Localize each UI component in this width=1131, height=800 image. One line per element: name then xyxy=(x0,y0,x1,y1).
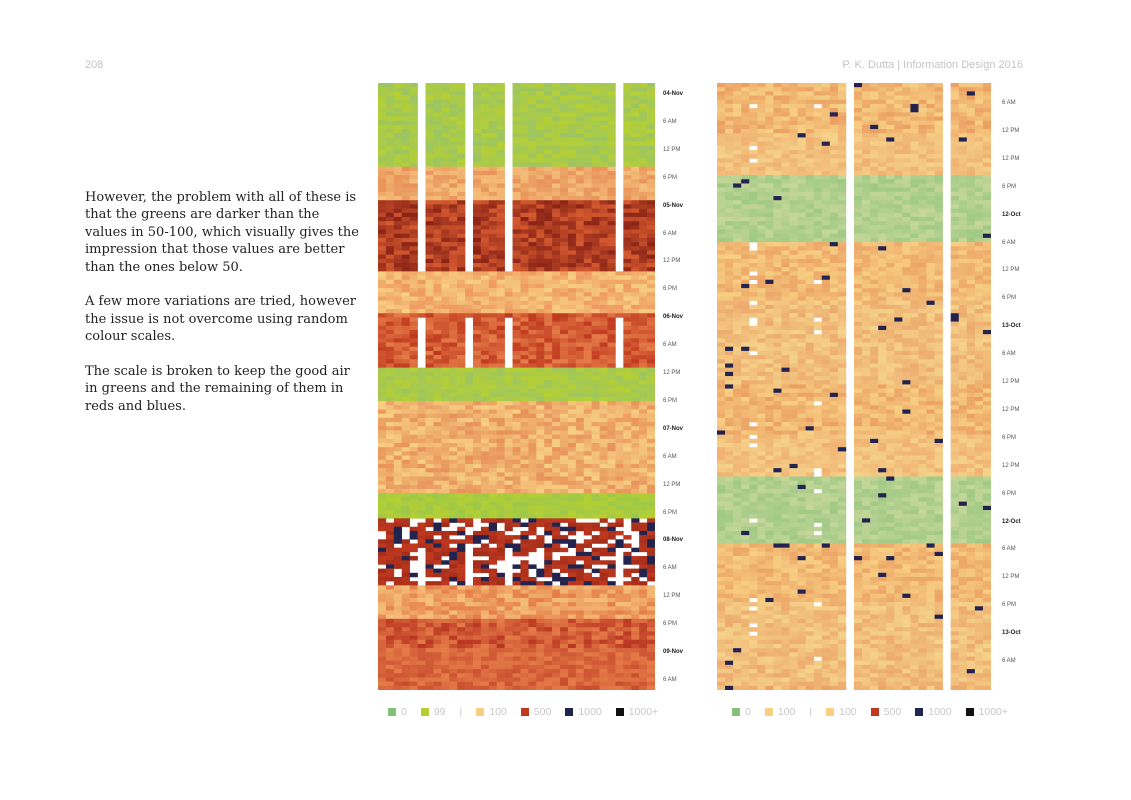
time-label: 6 PM xyxy=(663,397,678,404)
legend-swatch xyxy=(520,708,529,716)
time-label: 6 PM xyxy=(663,509,678,516)
time-label: 13-Oct xyxy=(1002,630,1021,637)
legend-item: 1000 xyxy=(565,706,602,718)
heatmap-left xyxy=(378,83,655,690)
time-label: 12 PM xyxy=(663,481,681,488)
time-label: 6 AM xyxy=(663,342,677,349)
time-axis-left: 04-Nov 6 AM 12 PM 6 PM 05-Nov 6 AM 12 PM 6 PM 06… xyxy=(663,83,713,703)
body-text: However, the problem with all of these i… xyxy=(85,189,360,433)
legend-item: 0 xyxy=(388,706,407,718)
legend-label: 0 xyxy=(745,706,751,718)
legend-swatch xyxy=(764,708,773,716)
time-label: 6 AM xyxy=(1002,658,1016,664)
time-label: 12 PM xyxy=(663,593,681,600)
time-label: 12 PM xyxy=(663,146,681,153)
time-label: 12 PM xyxy=(663,370,681,376)
legend-swatch xyxy=(965,708,974,716)
time-label: 6 PM xyxy=(1002,295,1017,302)
legend-label: 1000+ xyxy=(628,706,659,718)
legend-swatch xyxy=(826,708,835,716)
legend-label: 100 xyxy=(777,706,796,718)
legend-item: 500 xyxy=(870,706,902,718)
time-label: 6 PM xyxy=(1002,183,1017,190)
legend-label: 100 xyxy=(839,706,857,718)
legend-swatch xyxy=(388,708,396,716)
time-label: 6 PM xyxy=(663,621,678,628)
paragraph-1: However, the problem with all of these i… xyxy=(85,190,359,275)
legend-label: 0 xyxy=(401,706,407,718)
time-label: 12 PM xyxy=(1002,406,1020,413)
legend-item: 0 xyxy=(732,706,751,718)
legend-separator: | xyxy=(459,706,463,718)
legend-item: 100 xyxy=(476,706,507,718)
time-label: 6 AM xyxy=(1002,351,1016,358)
legend-item: 100 xyxy=(764,706,796,718)
time-label: 05-Nov xyxy=(663,202,684,209)
legend-swatch xyxy=(420,708,429,716)
time-label: 6 AM xyxy=(663,565,677,572)
time-label: 12-Oct xyxy=(1002,211,1021,218)
legend-item: 1000+ xyxy=(615,706,659,718)
legend-item: 1000+ xyxy=(965,706,1009,718)
time-label: 6 PM xyxy=(663,174,678,181)
legend-label: 1000+ xyxy=(978,706,1009,718)
time-label: 12-Oct xyxy=(1002,518,1021,525)
legend-swatch xyxy=(915,708,924,716)
time-label: 12 PM xyxy=(1002,267,1020,274)
legend-swatch xyxy=(565,708,574,716)
page-number: 208 xyxy=(85,59,104,71)
legend-separator: | xyxy=(809,706,813,718)
time-label: 13-Oct xyxy=(1002,323,1021,330)
time-label: 12 PM xyxy=(1002,574,1020,581)
time-label: 6 PM xyxy=(1002,490,1017,497)
time-label: 06-Nov xyxy=(663,314,684,321)
time-label: 12 PM xyxy=(1002,127,1020,134)
legend-item: 1000 xyxy=(915,706,952,718)
time-label: 12 PM xyxy=(1002,155,1020,162)
legend-right: 0 100 | 100 500 1000 1000+ xyxy=(732,705,1022,719)
legend-swatch xyxy=(615,708,624,716)
legend-label: 1000 xyxy=(928,706,952,718)
legend-item: 99 xyxy=(420,706,446,718)
time-label: 6 AM xyxy=(1002,100,1016,106)
legend-swatch xyxy=(476,708,485,716)
time-label: 08-Nov xyxy=(663,537,684,544)
legend-left: 0 99 | 100 500 1000 1000+ xyxy=(388,705,672,719)
time-label: 6 AM xyxy=(1002,546,1016,553)
legend-item: 100 xyxy=(826,706,857,718)
time-axis-right: 6 AM 12 PM 12 PM 6 PM 12-Oct 6 AM 12 PM 6 PM 13-… xyxy=(1002,83,1052,703)
time-label: 6 AM xyxy=(663,453,677,460)
running-head: P. K. Dutta | Information Design 2016 xyxy=(842,59,1023,71)
legend-swatch xyxy=(732,708,740,716)
time-label: 6 AM xyxy=(1002,239,1016,246)
legend-label: 500 xyxy=(533,706,552,718)
time-label: 09-Nov xyxy=(663,649,684,655)
legend-label: 1000 xyxy=(578,706,602,718)
time-label: 6 AM xyxy=(663,118,677,125)
legend-label: 100 xyxy=(489,706,507,718)
time-label: 6 PM xyxy=(1002,602,1017,609)
legend-label: 99 xyxy=(433,706,446,718)
time-label: 04-Nov xyxy=(663,91,684,97)
legend-item: 500 xyxy=(520,706,552,718)
time-label: 6 AM xyxy=(663,230,677,237)
legend-swatch xyxy=(870,708,879,716)
time-label: 6 PM xyxy=(663,286,678,293)
time-label: 12 PM xyxy=(663,258,681,265)
time-label: 12 PM xyxy=(1002,462,1020,469)
time-label: 6 AM xyxy=(663,676,677,683)
paragraph-3: The scale is broken to keep the good air… xyxy=(85,364,350,414)
time-label: 6 PM xyxy=(1002,434,1017,441)
paragraph-2: A few more variations are tried, however… xyxy=(85,294,357,345)
heatmap-right xyxy=(717,83,991,690)
time-label: 12 PM xyxy=(1002,379,1020,385)
legend-label: 500 xyxy=(883,706,902,718)
time-label: 07-Nov xyxy=(663,425,684,432)
